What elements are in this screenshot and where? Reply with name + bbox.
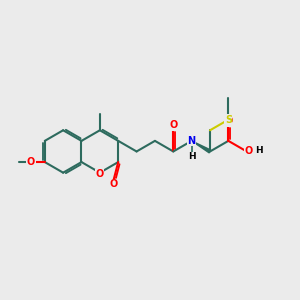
Text: O: O <box>169 120 177 130</box>
Polygon shape <box>192 141 211 153</box>
Text: O: O <box>27 157 35 167</box>
Text: O: O <box>96 169 104 179</box>
Text: H: H <box>188 152 196 161</box>
Text: H: H <box>255 146 263 155</box>
Text: N: N <box>188 136 196 146</box>
Text: S: S <box>225 115 232 125</box>
Text: O: O <box>244 146 252 157</box>
Text: O: O <box>110 179 118 190</box>
Text: O: O <box>224 116 232 126</box>
